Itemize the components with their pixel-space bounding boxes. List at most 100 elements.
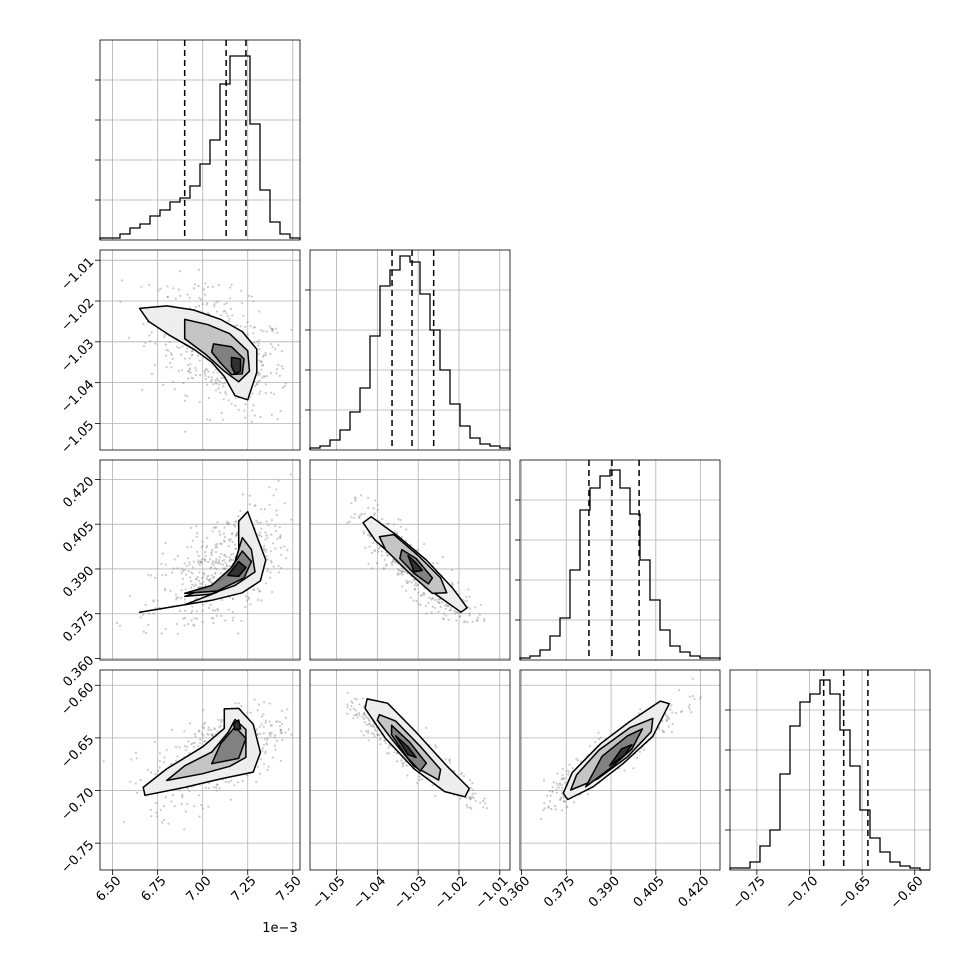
scatter-panel-0-1-point: [225, 312, 228, 315]
scatter-panel-0-2-point: [154, 576, 157, 579]
scatter-panel-0-2-point: [191, 609, 194, 612]
scatter-panel-1-3-point: [362, 734, 365, 737]
scatter-panel-1-2-point: [357, 515, 360, 518]
scatter-panel-0-2-point: [260, 508, 263, 511]
scatter-panel-1-2-point: [362, 532, 365, 535]
scatter-panel-0-2-point: [225, 565, 229, 568]
scatter-panel-0-1-point: [221, 382, 224, 385]
scatter-panel-0-2-point: [204, 554, 207, 557]
scatter-panel-0-2-point: [161, 552, 164, 555]
scatter-panel-0-2-point: [184, 616, 187, 619]
scatter-panel-0-1-point: [223, 309, 226, 313]
scatter-panel-0-2-point: [229, 558, 232, 562]
scatter-panel-0-3-point: [273, 744, 276, 747]
scatter-panel-1-3-point: [466, 806, 469, 809]
scatter-panel-0-3-point: [233, 784, 236, 787]
scatter-panel-0-1-point: [258, 310, 261, 313]
scatter-panel-0-1-point: [252, 332, 255, 335]
scatter-panel-1-3-point: [416, 782, 419, 785]
scatter-panel-1-3-point: [371, 725, 374, 728]
scatter-panel-0-2-point: [280, 553, 283, 556]
scatter-panel-0-1-point: [231, 314, 234, 317]
scatter-panel-2-3-point: [573, 801, 576, 804]
scatter-panel-0-2-point: [193, 617, 196, 620]
scatter-panel-0-3-point: [265, 739, 269, 742]
scatter-panel-0-2-point: [239, 509, 242, 512]
scatter-panel-2-3-point: [563, 777, 566, 780]
scatter-panel-0-2-point: [212, 526, 215, 529]
scatter-panel-0-2-point: [255, 519, 258, 522]
scatter-panel-2-3-point: [551, 786, 554, 789]
scatter-panel-0-3-point: [284, 716, 287, 720]
scatter-panel-1-2-point: [402, 570, 405, 573]
scatter-panel-0-2-point: [163, 589, 166, 592]
scatter-panel-1-2-point: [436, 600, 439, 604]
scatter-panel-0-2-point: [227, 608, 230, 611]
scatter-panel-0-2-point: [289, 473, 292, 476]
scatter-panel-1-3-point: [346, 706, 349, 709]
y-tick-label-2-3: 0.405: [60, 519, 97, 556]
scatter-panel-0-2-point: [118, 624, 122, 627]
scatter-panel-0-2-point: [278, 535, 281, 539]
scatter-panel-1-2-point: [367, 496, 370, 499]
scatter-panel-0-3-points: [102, 698, 293, 831]
scatter-panel-1-2-point: [455, 611, 458, 614]
scatter-panel-1-3-point: [469, 779, 472, 782]
scatter-panel-1-2-point: [381, 554, 384, 557]
scatter-panel-1-3-point: [373, 725, 376, 729]
scatter-panel-0-3-point: [268, 702, 271, 705]
scatter-panel-0-1-point: [261, 363, 265, 367]
scatter-panel-0-2-point: [252, 588, 255, 591]
scatter-panel-0-2-point: [204, 559, 207, 563]
scatter-panel-2-3-point: [688, 703, 691, 706]
scatter-panel-0-1-point: [278, 374, 281, 377]
scatter-panel-0-1-point: [258, 392, 261, 395]
scatter-panel-0-1-point: [219, 314, 223, 317]
scatter-panel-1-3-point: [395, 752, 399, 755]
scatter-panel-1-2-point: [406, 581, 409, 585]
scatter-panel-0-2-point: [226, 522, 229, 525]
scatter-panel-1-2-point: [451, 583, 454, 586]
scatter-panel-0-1-point: [172, 287, 175, 290]
scatter-panel-0-1-point: [164, 343, 167, 346]
scatter-panel-0-3-point: [218, 726, 221, 729]
scatter-panel-2-3-point: [557, 786, 561, 789]
scatter-panel-1-3-point: [367, 718, 370, 721]
scatter-panel-0-3-point: [175, 745, 178, 749]
scatter-panel-0-1-point: [197, 284, 200, 288]
scatter-panel-0-2-point: [279, 534, 282, 537]
scatter-panel-0-3-point: [213, 728, 216, 731]
y-tick-label-1-3: −1.02: [59, 296, 98, 335]
scatter-panel-2-3-point: [560, 796, 563, 800]
scatter-panel-1-2-point: [417, 583, 420, 587]
scatter-panel-0-3-point: [279, 729, 282, 732]
scatter-panel-1-2-point: [376, 562, 379, 565]
scatter-panel-1-3-point: [360, 730, 363, 733]
scatter-panel-0-3-point: [207, 733, 210, 736]
scatter-panel-0-2-point: [200, 558, 203, 561]
scatter-panel-1-2-point: [420, 593, 423, 596]
scatter-panel-0-2-point: [185, 564, 188, 568]
scatter-panel-0-1-point: [169, 352, 172, 355]
scatter-panel-0-1-point: [271, 346, 274, 349]
scatter-panel-0-2-point: [174, 593, 178, 596]
scatter-panel-2-3-point: [639, 708, 642, 711]
scatter-panel-1-2-point: [417, 602, 420, 606]
scatter-panel-0-1-point: [197, 304, 200, 307]
scatter-panel-1-3-point: [372, 733, 375, 736]
scatter-panel-0-2-point: [183, 598, 187, 601]
scatter-panel-0-2-point: [263, 548, 266, 551]
y-tick-label-3-0: −0.75: [59, 838, 98, 877]
scatter-panel-0-2-point: [225, 520, 228, 524]
scatter-panel-0-2-point: [181, 583, 184, 586]
histogram-2-steps: [519, 469, 721, 660]
scatter-panel-0-2-point: [152, 599, 155, 602]
scatter-panel-0-2-point: [195, 578, 198, 581]
scatter-panel-0-1-point: [197, 268, 200, 271]
scatter-panel-0-3-point: [218, 787, 221, 790]
scatter-panel-0-2-point: [232, 616, 235, 619]
scatter-panel-1-2-point: [465, 599, 468, 602]
scatter-panel-1-2-point: [448, 609, 451, 612]
scatter-panel-2-3-point: [623, 769, 626, 772]
scatter-panel-2-3-point: [561, 777, 565, 781]
